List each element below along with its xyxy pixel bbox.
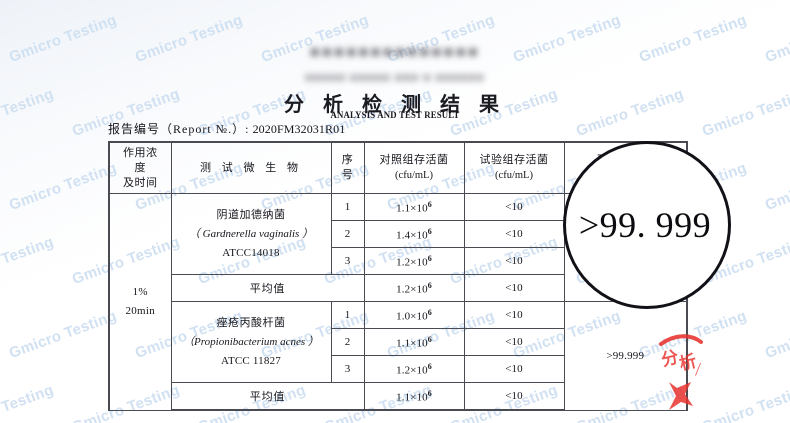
cell-test-count: <10 [463, 301, 565, 329]
watermark-text: Gmicro Testing [0, 233, 56, 288]
cell-average-label: 平均值 [170, 382, 365, 411]
organism-name-cn: 阴道加德纳菌 [216, 208, 286, 221]
annotation-circle-highlight: >99. 999 [563, 141, 731, 309]
watermark-text: Gmicro Testing [762, 159, 790, 215]
table-row-average: 平均值 1.1×106 <10 [109, 382, 687, 411]
header-conc-line3: 及时间 [123, 176, 158, 189]
cell-test-count: <10 [463, 328, 565, 356]
cell-control-count: 1.2×106 [363, 355, 465, 383]
table-row: 3 1.2×106 <10 [109, 355, 687, 383]
organism-strain: ATCC14018 [222, 246, 280, 259]
report-number-line: 报告编号（Report №.）: 2020FM32031R01 [108, 120, 345, 137]
table-row: 痤疮丙酸杆菌 （Propionibacterium acnes ） ATCC 118… [109, 301, 688, 411]
cell-sequence-number: 3 [330, 247, 365, 275]
page-subtitle: ANALYSIS AND TEST RESULT [330, 111, 460, 121]
cell-average-test-count: <10 [463, 382, 565, 411]
page-title: 分 析 检 测 结 果 [284, 94, 506, 116]
column-header-sequence: 序 号 [330, 141, 365, 194]
cell-kill-rate: >99.999 [563, 301, 688, 411]
header-control-unit: (cfu/mL) [395, 170, 433, 181]
cell-control-count: 1.0×106 [363, 301, 465, 329]
cell-sequence-number: 2 [330, 328, 365, 356]
watermark-text: Gmicro Testing [699, 381, 790, 423]
header-conc-line1: 作用浓 [123, 146, 158, 159]
annotation-circle-text: >99. 999 [578, 205, 712, 245]
cell-test-count: <10 [463, 355, 565, 383]
cell-control-count: 1.4×106 [363, 220, 465, 248]
organism-name-cn: 痤疮丙酸杆菌 [216, 316, 286, 329]
cell-organism: 痤疮丙酸杆菌 （Propionibacterium acnes ） ATCC 118… [170, 301, 332, 383]
cell-average-control-count: 1.2×106 [363, 274, 465, 302]
column-header-control-group: 对照组存活菌 (cfu/mL) [363, 141, 465, 194]
cell-sequence-number: 3 [330, 355, 365, 383]
cell-test-count: <10 [463, 247, 565, 275]
cell-concentration-time: 1% 20min [108, 193, 172, 411]
table-row-average: 平均值 1.2×106 <10 [109, 274, 687, 302]
header-seq-line1: 序 [341, 154, 354, 166]
cell-organism: 阴道加德纳菌 （ Gardnerella vaginalis ） ATCC14018 [170, 193, 332, 275]
watermark-text: Gmicro Testing [762, 307, 790, 363]
header-control-line1: 对照组存活菌 [379, 154, 449, 166]
watermark-text: Gmicro Testing [0, 303, 5, 362]
cell-average-label: 平均值 [170, 274, 365, 302]
svg-text:⁄: ⁄ [690, 359, 704, 380]
redacted-company-name: ■■■■■■■■■■■■■■ [0, 44, 790, 62]
cell-sequence-number: 1 [330, 301, 365, 329]
cell-control-count: 1.1×106 [363, 193, 465, 221]
header-conc-line2: 度 [134, 161, 146, 174]
cell-control-count: 1.2×106 [363, 247, 465, 275]
cell-test-count: <10 [463, 193, 565, 221]
watermark-row: Gmicro TestingGmicro TestingGmicro Testi… [0, 0, 790, 28]
cell-control-count: 1.1×106 [363, 328, 465, 356]
column-header-concentration: 作用浓 度 及时间 [108, 141, 172, 194]
organism-name-latin: （Propionibacterium acnes ） [183, 335, 319, 348]
table-row: 2 1.1×106 <10 [109, 328, 687, 356]
cell-sequence-number: 2 [330, 220, 365, 248]
organism-strain: ATCC 11827 [221, 354, 281, 367]
column-header-organism: 测 试 微 生 物 [170, 141, 332, 194]
watermark-text: Gmicro Testing [0, 381, 56, 423]
report-number-label: 报告编号（Report №.）: [108, 122, 250, 136]
header-seq-line2: 号 [341, 169, 354, 181]
report-number-value: 2020FM32031R01 [252, 122, 346, 136]
cell-average-test-count: <10 [463, 274, 565, 302]
concentration-value: 1% [132, 285, 148, 298]
header-test-line1: 试验组存活菌 [479, 154, 549, 166]
header-organism-text: 测 试 微 生 物 [200, 161, 302, 174]
header-test-unit: (cfu/mL) [495, 170, 533, 181]
cell-sequence-number: 1 [330, 193, 365, 221]
redacted-line-1: ■■■■■■■■■■■■■■ [309, 44, 481, 61]
duration-value: 20min [125, 304, 156, 317]
redacted-company-address: ■■■■■ ■■■■■ ■■■ ■ ■■■■■■ [0, 68, 790, 86]
watermark-text: Gmicro Testing [0, 155, 5, 214]
organism-name-latin: （ Gardnerella vaginalis ） [188, 227, 314, 240]
table-row: 3 1.2×106 <10 [109, 247, 687, 275]
cell-average-control-count: 1.1×106 [363, 382, 465, 411]
redacted-line-2: ■■■■■ ■■■■■ ■■■ ■ ■■■■■■ [305, 72, 485, 84]
column-header-test-group: 试验组存活菌 (cfu/mL) [463, 141, 565, 194]
cell-test-count: <10 [463, 220, 565, 248]
